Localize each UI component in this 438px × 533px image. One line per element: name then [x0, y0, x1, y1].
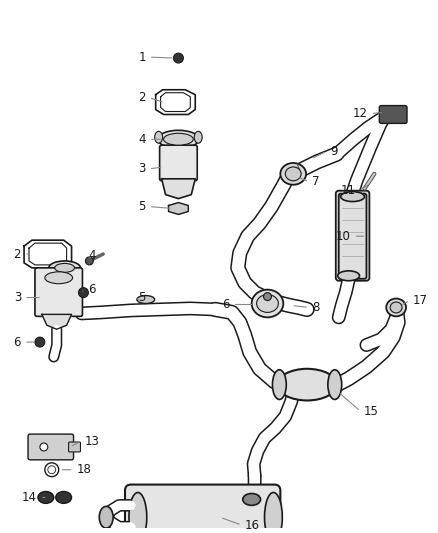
Ellipse shape	[338, 271, 360, 281]
Ellipse shape	[280, 163, 306, 185]
Polygon shape	[169, 203, 188, 214]
Text: 6: 6	[14, 336, 21, 349]
Polygon shape	[162, 179, 195, 199]
FancyBboxPatch shape	[35, 268, 82, 317]
Ellipse shape	[45, 272, 73, 284]
Text: 4: 4	[88, 249, 96, 262]
FancyBboxPatch shape	[336, 191, 369, 281]
Ellipse shape	[194, 131, 202, 143]
Ellipse shape	[99, 506, 113, 528]
Circle shape	[35, 337, 45, 347]
Ellipse shape	[390, 302, 402, 313]
Ellipse shape	[56, 491, 71, 503]
Ellipse shape	[265, 492, 283, 533]
Text: 12: 12	[353, 107, 367, 120]
Text: 16: 16	[245, 519, 260, 531]
Circle shape	[85, 257, 93, 265]
Ellipse shape	[158, 131, 199, 148]
Text: 14: 14	[22, 491, 37, 504]
Ellipse shape	[55, 263, 74, 272]
Ellipse shape	[252, 289, 283, 317]
Ellipse shape	[129, 492, 147, 533]
Text: 6: 6	[88, 283, 96, 296]
Ellipse shape	[49, 261, 81, 275]
Ellipse shape	[285, 167, 301, 181]
Text: 1: 1	[138, 51, 146, 63]
FancyBboxPatch shape	[28, 434, 74, 460]
Text: 5: 5	[138, 200, 146, 213]
Ellipse shape	[243, 494, 261, 505]
Ellipse shape	[386, 298, 406, 317]
Text: 9: 9	[330, 144, 337, 158]
FancyBboxPatch shape	[69, 442, 81, 452]
Ellipse shape	[155, 131, 162, 143]
Text: 3: 3	[138, 163, 146, 175]
Text: 3: 3	[14, 291, 21, 304]
Ellipse shape	[163, 133, 193, 145]
Text: 18: 18	[77, 463, 92, 476]
Text: 10: 10	[336, 230, 350, 243]
Ellipse shape	[277, 369, 337, 400]
Circle shape	[48, 466, 56, 474]
FancyBboxPatch shape	[339, 193, 367, 279]
Text: 17: 17	[413, 294, 428, 307]
FancyBboxPatch shape	[159, 145, 197, 181]
Text: 5: 5	[138, 291, 145, 304]
Polygon shape	[42, 314, 71, 329]
Text: 2: 2	[138, 91, 146, 104]
Text: 4: 4	[138, 133, 146, 146]
Circle shape	[40, 443, 48, 451]
Ellipse shape	[328, 370, 342, 399]
FancyBboxPatch shape	[125, 484, 280, 533]
Text: 7: 7	[312, 175, 319, 188]
Circle shape	[78, 288, 88, 297]
Text: 15: 15	[364, 405, 378, 418]
Text: 11: 11	[341, 184, 356, 197]
Circle shape	[173, 53, 184, 63]
Circle shape	[264, 293, 272, 301]
Text: 13: 13	[85, 434, 99, 448]
Text: 8: 8	[312, 301, 319, 314]
Ellipse shape	[137, 296, 155, 303]
Ellipse shape	[38, 491, 54, 503]
Ellipse shape	[341, 192, 364, 201]
Text: 2: 2	[14, 247, 21, 261]
Ellipse shape	[272, 370, 286, 399]
Ellipse shape	[257, 295, 279, 312]
FancyBboxPatch shape	[379, 106, 407, 124]
Text: 6: 6	[223, 298, 230, 311]
